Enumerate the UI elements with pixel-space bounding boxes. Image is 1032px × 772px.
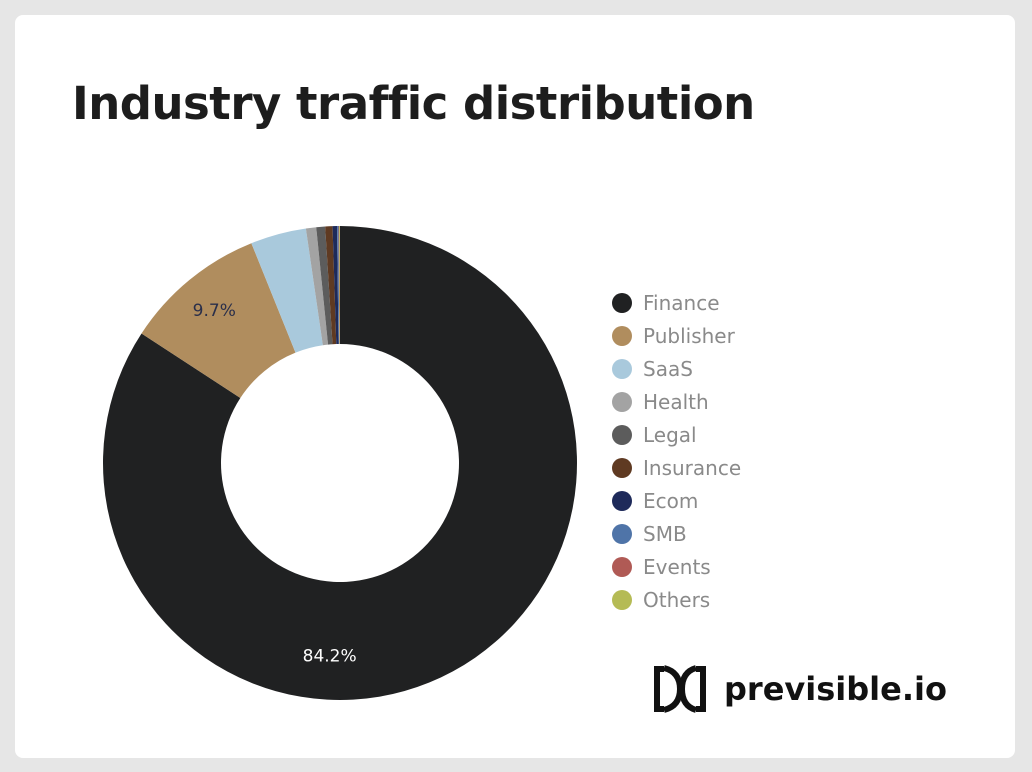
legend-swatch — [612, 458, 632, 479]
legend-swatch — [612, 424, 632, 445]
legend-swatch — [612, 590, 632, 611]
slice-others — [339, 226, 340, 345]
legend-label: Others — [643, 588, 711, 613]
legend-swatch — [612, 391, 632, 412]
brand-logo: previsible.io — [652, 662, 947, 716]
legend-label: Finance — [643, 290, 720, 315]
legend-label: SaaS — [643, 356, 693, 381]
slice-events — [338, 226, 340, 345]
legend-item-legal: Legal — [612, 418, 741, 451]
slice-ecom — [332, 226, 339, 345]
legend-label: Health — [643, 389, 709, 414]
previsible-logo-icon — [654, 665, 706, 713]
legend-item-insurance: Insurance — [612, 451, 741, 484]
legend-item-publisher: Publisher — [612, 319, 741, 352]
slice-health — [305, 227, 329, 346]
data-label-finance: 84.2% — [303, 647, 357, 667]
slice-smb — [337, 226, 340, 345]
chart-title: Industry traffic distribution — [72, 77, 755, 130]
slice-insurance — [325, 226, 337, 345]
legend-swatch — [612, 491, 632, 512]
brand-name: previsible.io — [724, 670, 947, 708]
legend-label: Insurance — [643, 456, 742, 481]
legend-item-smb: SMB — [612, 518, 741, 551]
legend-swatch — [612, 325, 632, 346]
legend-item-finance: Finance — [612, 286, 741, 319]
slice-saas — [251, 228, 323, 353]
legend-label: Events — [643, 555, 711, 580]
slice-finance — [102, 226, 577, 701]
data-label-publisher: 9.7% — [193, 301, 236, 321]
legend-swatch — [612, 524, 632, 545]
legend-label: Publisher — [643, 323, 735, 348]
legend-item-saas: SaaS — [612, 352, 741, 385]
legend-label: SMB — [643, 522, 687, 547]
legend-swatch — [612, 557, 632, 578]
slice-legal — [316, 226, 333, 345]
legend-item-ecom: Ecom — [612, 485, 741, 518]
legend: Finance Publisher SaaS Health Legal Insurance… — [612, 286, 741, 617]
legend-swatch — [612, 292, 632, 313]
legend-item-events: Events — [612, 551, 741, 584]
legend-swatch — [612, 358, 632, 379]
slice-publisher — [141, 243, 296, 398]
legend-item-health: Health — [612, 385, 741, 418]
legend-label: Ecom — [643, 489, 699, 514]
legend-item-others: Others — [612, 584, 741, 617]
legend-label: Legal — [643, 422, 697, 447]
